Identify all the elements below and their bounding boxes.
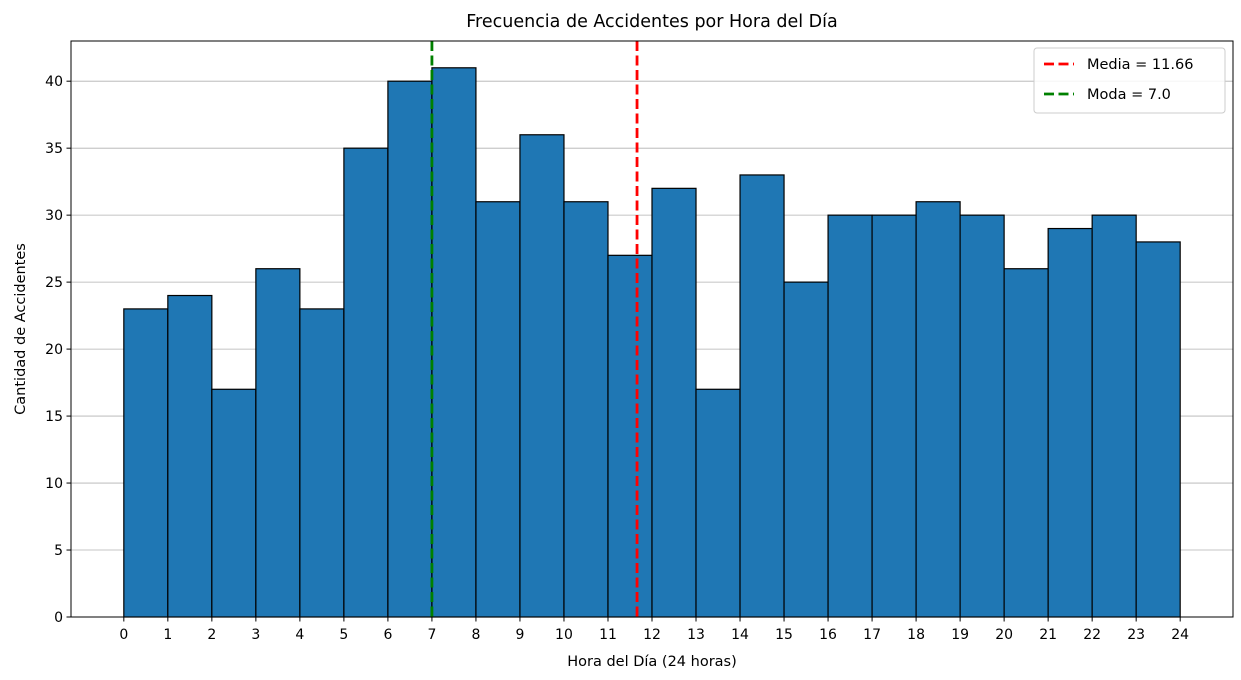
x-tick-label: 23 (1127, 627, 1145, 643)
x-tick-label: 3 (251, 627, 260, 643)
y-tick-label: 30 (45, 208, 63, 224)
bar (607, 254, 653, 618)
legend: Media = 11.66 Moda = 7.0 (1033, 47, 1226, 114)
x-tick-label: 4 (295, 627, 304, 643)
x-tick-label: 15 (775, 627, 793, 643)
x-tick-label: 1 (163, 627, 172, 643)
x-tick-label: 12 (643, 627, 661, 643)
bar (343, 147, 389, 618)
x-tick-label: 20 (995, 627, 1013, 643)
bar (1003, 268, 1049, 618)
x-axis-ticks: 0 1 2 3 4 5 6 7 8 9 10 11 12 13 14 15 16 17 18 19 20 21 22 23 24 (119, 617, 1189, 643)
bar (1135, 241, 1181, 618)
x-tick-label: 19 (951, 627, 969, 643)
bar (123, 308, 169, 618)
bar (475, 201, 521, 618)
bar (431, 67, 477, 618)
y-axis-label: Cantidad de Accidentes (13, 243, 29, 415)
bar (871, 214, 917, 618)
x-tick-label: 0 (119, 627, 128, 643)
x-tick-label: 9 (515, 627, 524, 643)
bar (563, 201, 609, 618)
bars (123, 67, 1181, 618)
x-tick-label: 22 (1083, 627, 1101, 643)
x-tick-label: 8 (471, 627, 480, 643)
x-tick-label: 17 (863, 627, 881, 643)
bar (255, 268, 301, 618)
bar (915, 201, 961, 618)
x-tick-label: 16 (819, 627, 837, 643)
legend-label: Moda = 7.0 (1087, 87, 1171, 103)
bar (651, 187, 697, 618)
y-tick-label: 40 (45, 74, 63, 90)
x-tick-label: 6 (383, 627, 392, 643)
y-tick-label: 15 (45, 409, 63, 425)
x-tick-label: 14 (731, 627, 749, 643)
x-tick-label: 5 (339, 627, 348, 643)
x-tick-label: 21 (1039, 627, 1057, 643)
x-tick-label: 18 (907, 627, 925, 643)
bar (519, 134, 565, 618)
legend-label: Media = 11.66 (1087, 57, 1193, 73)
y-tick-label: 25 (45, 275, 63, 291)
bar (827, 214, 873, 618)
x-tick-label: 11 (599, 627, 617, 643)
bar (959, 214, 1005, 618)
chart-title: Frecuencia de Accidentes por Hora del Dí… (466, 12, 837, 32)
x-tick-label: 7 (427, 627, 436, 643)
bar (167, 294, 213, 618)
y-tick-label: 20 (45, 342, 63, 358)
y-tick-label: 10 (45, 476, 63, 492)
bar (783, 281, 829, 618)
bar (211, 388, 257, 618)
y-tick-label: 5 (54, 543, 63, 559)
bar (387, 80, 433, 618)
y-tick-label: 0 (54, 610, 63, 626)
y-tick-label: 35 (45, 141, 63, 157)
x-axis-label: Hora del Día (24 horas) (567, 654, 737, 670)
bar (695, 388, 741, 618)
bar (1047, 227, 1093, 618)
bar (299, 308, 345, 618)
bar (739, 174, 785, 618)
x-tick-label: 13 (687, 627, 705, 643)
x-tick-label: 24 (1171, 627, 1189, 643)
bar (1091, 214, 1137, 618)
y-axis-ticks: 0 5 10 15 20 25 30 35 40 (45, 74, 71, 626)
x-tick-label: 2 (207, 627, 216, 643)
reference-lines (430, 41, 639, 617)
legend-box (1033, 47, 1226, 114)
x-tick-label: 10 (555, 627, 573, 643)
